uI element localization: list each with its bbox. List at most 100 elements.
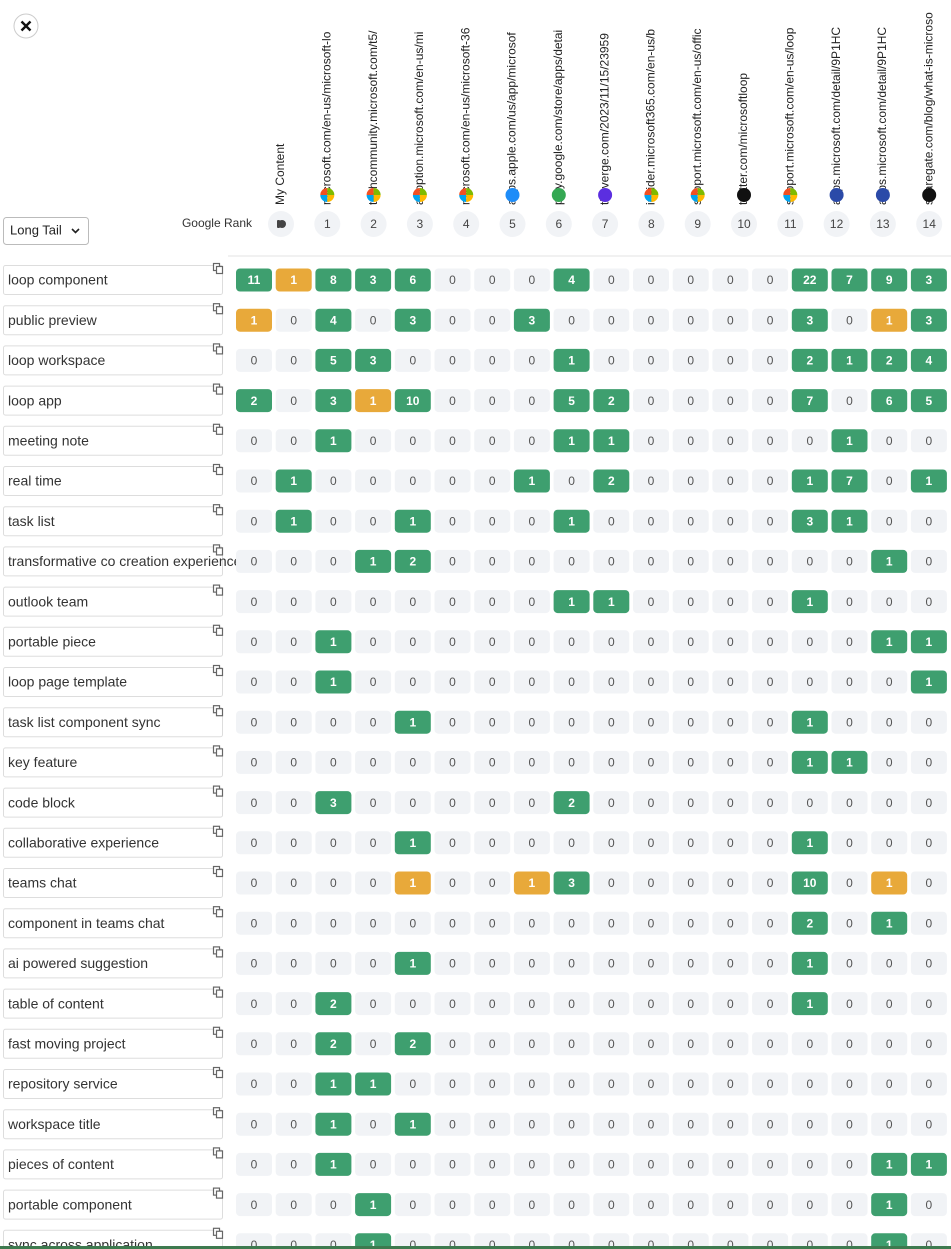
cell-value: 0 xyxy=(727,756,734,770)
cell xyxy=(315,389,352,413)
cell xyxy=(910,469,947,493)
cell xyxy=(791,549,828,573)
close-button[interactable] xyxy=(13,13,39,39)
cell-value: 0 xyxy=(449,756,456,770)
rank-number: 6 xyxy=(555,217,562,231)
cell xyxy=(831,951,868,975)
cell xyxy=(672,308,709,332)
cell xyxy=(275,791,312,815)
cell xyxy=(791,348,828,372)
cell-value: 0 xyxy=(449,434,456,448)
cell-value: 0 xyxy=(251,514,258,528)
cell xyxy=(394,911,431,935)
cell-value: 0 xyxy=(687,957,694,971)
cell-value: 1 xyxy=(529,474,536,488)
cell-value: 1 xyxy=(330,434,337,448)
cell xyxy=(394,509,431,533)
cell xyxy=(513,308,550,332)
cell xyxy=(633,1193,669,1217)
cell-value: 0 xyxy=(806,1158,813,1172)
cell-value: 0 xyxy=(529,957,536,971)
cell xyxy=(871,911,908,935)
cell xyxy=(474,951,511,975)
cell-value: 0 xyxy=(290,354,297,368)
cell-value: 0 xyxy=(926,836,933,850)
cell-value: 0 xyxy=(330,836,337,850)
rank-number: 9 xyxy=(694,217,701,231)
cell-value: 0 xyxy=(290,916,297,930)
cell-value: 0 xyxy=(290,997,297,1011)
cell-value: 1 xyxy=(886,916,893,930)
cell-value: 0 xyxy=(409,916,416,930)
cell xyxy=(712,951,749,975)
cell xyxy=(871,1112,908,1136)
cell xyxy=(553,429,590,453)
cell xyxy=(394,1072,431,1096)
cell-value: 0 xyxy=(687,354,694,368)
cell xyxy=(672,590,709,614)
cell-value: 0 xyxy=(251,997,258,1011)
cell xyxy=(236,630,272,654)
cell-value: 0 xyxy=(449,1037,456,1051)
cell-value: 6 xyxy=(409,273,416,287)
keyword-box xyxy=(3,586,223,617)
cell xyxy=(672,348,709,372)
cell xyxy=(315,1032,352,1056)
favicon xyxy=(783,188,791,195)
copy-icon xyxy=(215,627,224,636)
cell-value: 0 xyxy=(648,916,655,930)
cell xyxy=(791,1193,828,1217)
cell xyxy=(315,831,352,855)
cell-value: 0 xyxy=(846,916,853,930)
cell-value: 0 xyxy=(449,474,456,488)
cell xyxy=(871,630,908,654)
keyword: table of content xyxy=(8,995,104,1011)
rank-number: 4 xyxy=(463,217,470,231)
cell xyxy=(752,1112,789,1136)
cell xyxy=(791,469,828,493)
rank-badge xyxy=(731,211,757,237)
cell-value: 0 xyxy=(330,1198,337,1212)
cell-value: 0 xyxy=(687,474,694,488)
cell xyxy=(831,750,868,774)
cell-value: 0 xyxy=(290,1238,297,1249)
cell xyxy=(474,1233,511,1249)
cell-value: 0 xyxy=(489,394,496,408)
cell-value: 0 xyxy=(290,1077,297,1091)
cell xyxy=(434,268,471,292)
cell-value: 0 xyxy=(767,715,774,729)
cell-value: 0 xyxy=(608,273,615,287)
cell-value: 0 xyxy=(806,1198,813,1212)
cell-value: 0 xyxy=(608,836,615,850)
cell xyxy=(752,308,789,332)
cell xyxy=(513,348,550,372)
column-label: My Content xyxy=(273,143,287,205)
cell xyxy=(275,992,312,1016)
cell xyxy=(910,630,947,654)
cell-value: 0 xyxy=(886,434,893,448)
cell-value: 0 xyxy=(648,1158,655,1172)
column-label: microsoft.com/en-us/microsoft-36 xyxy=(458,27,472,205)
favicon xyxy=(466,195,474,202)
copy-icon xyxy=(215,1190,224,1199)
favicon xyxy=(690,195,698,202)
cell-value: 0 xyxy=(687,1198,694,1212)
cell-value: 0 xyxy=(727,595,734,609)
cell-value: 0 xyxy=(727,675,734,689)
rank-number: 11 xyxy=(784,217,797,231)
cell-value: 0 xyxy=(886,595,893,609)
cell xyxy=(712,509,749,533)
cell xyxy=(275,389,312,413)
favicon xyxy=(737,188,751,202)
copy-icon xyxy=(215,507,224,516)
cell xyxy=(434,750,471,774)
cell-value: 0 xyxy=(251,1158,258,1172)
column-label: techcommunity.microsoft.com/t5/ xyxy=(366,30,380,205)
cell xyxy=(553,992,590,1016)
cell xyxy=(434,831,471,855)
cell xyxy=(791,911,828,935)
filter-select[interactable]: Long Tail xyxy=(3,217,89,245)
rank-badge xyxy=(499,211,526,237)
cell-value: 0 xyxy=(449,595,456,609)
cell-value: 0 xyxy=(608,555,615,569)
